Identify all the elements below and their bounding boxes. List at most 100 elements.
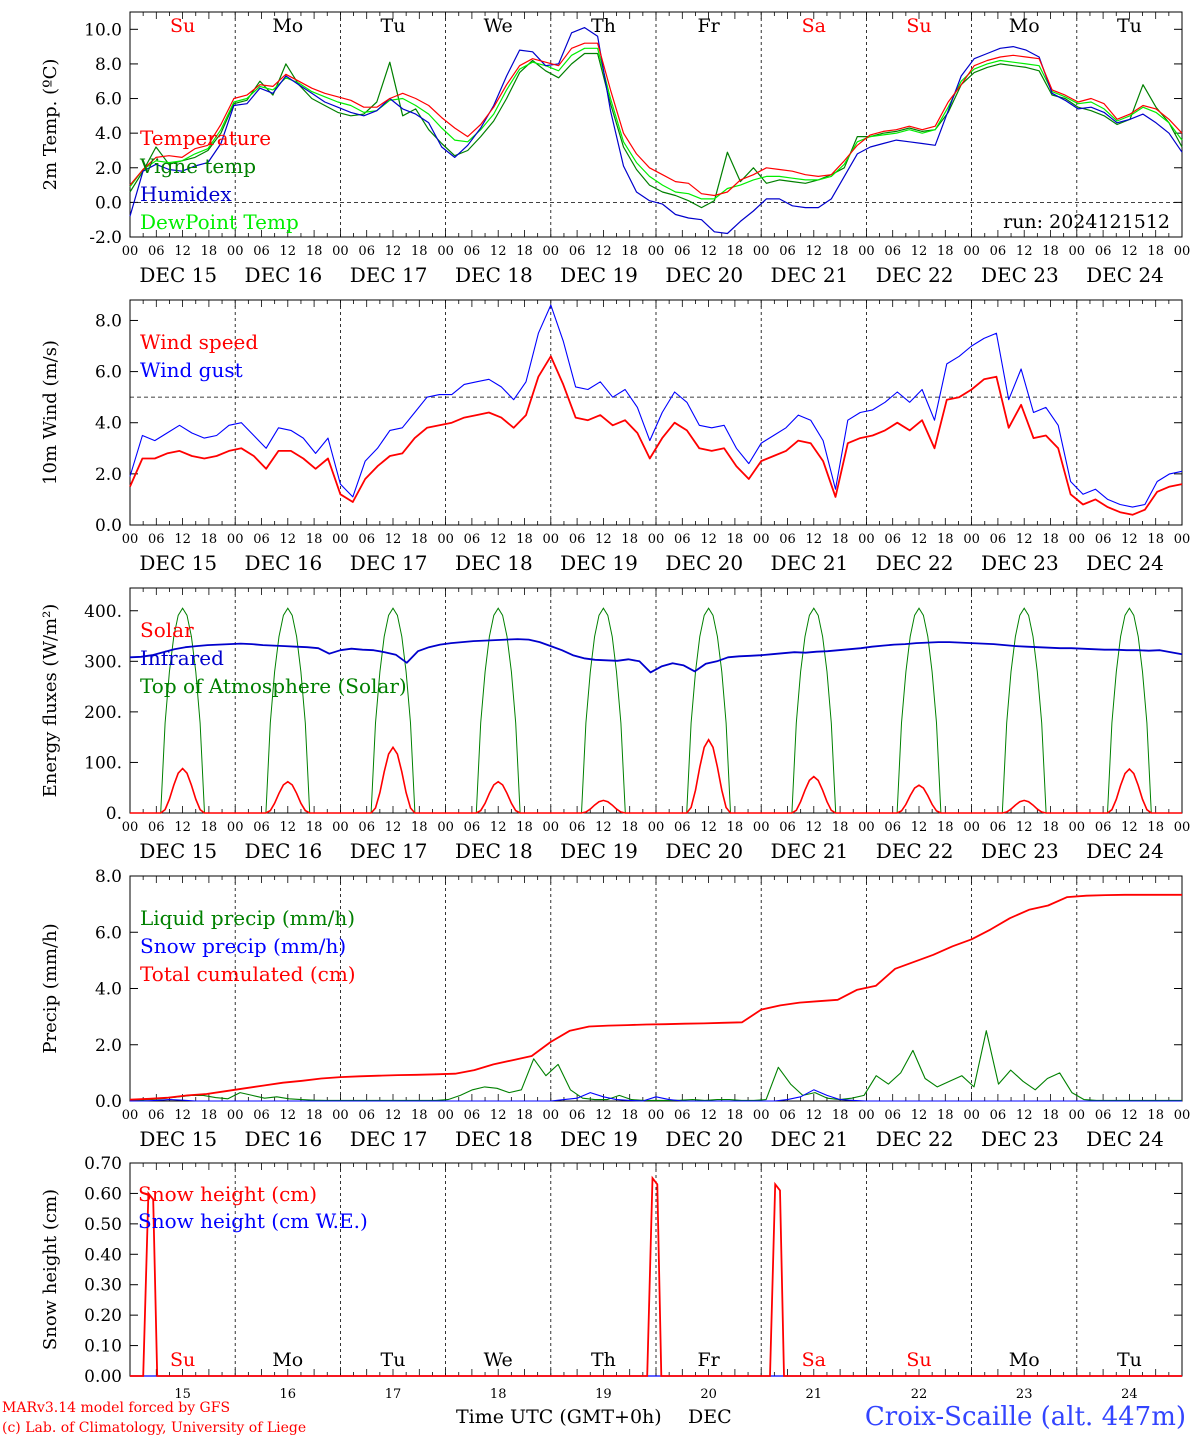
hour-tick-label: 00	[753, 532, 770, 547]
hour-tick-label: 06	[990, 1108, 1007, 1123]
day-number-label: 22	[911, 1387, 928, 1402]
weekday-label: Su	[170, 1349, 195, 1371]
plot-frame	[129, 587, 1183, 814]
y-tick-label: 0.	[106, 804, 122, 824]
date-label: DEC 17	[350, 263, 428, 287]
y-tick-label: 0.50	[84, 1215, 122, 1235]
date-label: DEC 16	[245, 263, 323, 287]
hour-tick-label: 12	[1121, 1108, 1138, 1123]
date-label: DEC 16	[245, 551, 323, 575]
hour-tick-label: 12	[911, 244, 928, 259]
hour-tick-label: 00	[963, 820, 980, 835]
hour-tick-label: 06	[990, 532, 1007, 547]
hour-tick-label: 12	[385, 532, 402, 547]
hour-tick-label: 06	[253, 532, 270, 547]
hour-tick-label: 18	[201, 820, 218, 835]
y-tick-label: 2.0	[95, 159, 122, 179]
y-tick-label: 0.70	[84, 1154, 122, 1174]
day-number-label: 18	[490, 1387, 507, 1402]
lab-credit: (c) Lab. of Climatology, University of L…	[2, 1420, 307, 1436]
series-line	[130, 738, 1182, 814]
date-label: DEC 19	[560, 263, 638, 287]
energy-flux-panel: 0. 100. 200. 300. 400. Energy fluxes (W/m²) So…	[40, 587, 1190, 863]
hour-tick-label: 12	[806, 820, 823, 835]
y-tick-label: 0.10	[84, 1337, 122, 1357]
hour-tick-label: 00	[437, 1108, 454, 1123]
hour-tick-label: 12	[174, 244, 191, 259]
hour-tick-label: 06	[779, 820, 796, 835]
weekday-label: Tu	[1117, 1349, 1142, 1371]
hour-tick-label: 12	[806, 1108, 823, 1123]
y-tick-label: 4.0	[95, 980, 122, 1000]
date-label: DEC 23	[981, 551, 1059, 575]
hour-tick-label: 12	[1016, 820, 1033, 835]
y-axis-label: Snow height (cm)	[40, 1189, 61, 1350]
hour-tick-label: 18	[516, 532, 533, 547]
hour-tick-label: 18	[621, 532, 638, 547]
hour-tick-label: 18	[832, 820, 849, 835]
weekday-label: Su	[170, 15, 195, 37]
hour-tick-label: 12	[490, 244, 507, 259]
hour-tick-label: 00	[332, 820, 349, 835]
hour-tick-label: 00	[858, 1108, 875, 1123]
weekday-label: Sa	[802, 15, 826, 37]
legend-entry: DewPoint Temp	[140, 210, 299, 234]
date-label: DEC 17	[350, 839, 428, 863]
y-tick-label: 8.0	[95, 867, 122, 887]
series-line	[130, 1175, 1182, 1377]
hour-tick-label: 18	[832, 1108, 849, 1123]
series-line	[129, 893, 1182, 1101]
hour-tick-label: 06	[674, 1108, 691, 1123]
y-tick-label: 0.30	[84, 1276, 122, 1296]
hour-tick-label: 12	[595, 244, 612, 259]
series-line	[129, 304, 1183, 508]
hour-tick-label: 06	[464, 532, 481, 547]
hour-tick-label: 12	[490, 820, 507, 835]
legend-entry: Temperature	[140, 126, 271, 150]
date-label: DEC 20	[665, 551, 743, 575]
hour-tick-label: 06	[884, 532, 901, 547]
date-label: DEC 18	[455, 263, 533, 287]
precip-panel: 0.0 2.0 4.0 6.0 8.0 Precip (mm/h) Liquid preci…	[40, 867, 1190, 1151]
hour-tick-label: 18	[937, 244, 954, 259]
hour-tick-label: 06	[148, 532, 165, 547]
y-tick-label: 2.0	[95, 465, 122, 485]
hour-tick-label: 18	[621, 820, 638, 835]
hour-tick-label: 18	[1042, 820, 1059, 835]
hour-tick-label: 06	[779, 532, 796, 547]
hour-tick-label: 18	[727, 244, 744, 259]
hour-tick-label: 00	[858, 820, 875, 835]
legend-entry: Total cumulated (cm)	[140, 962, 356, 986]
hour-tick-label: 00	[1069, 532, 1086, 547]
hour-tick-label: 00	[1069, 244, 1086, 259]
hour-tick-label: 18	[832, 532, 849, 547]
hour-tick-label: 06	[884, 244, 901, 259]
y-tick-label: 2.0	[95, 1036, 122, 1056]
day-number-label: 15	[174, 1387, 191, 1402]
hour-tick-label: 00	[227, 532, 244, 547]
date-label: DEC 19	[560, 1127, 638, 1151]
weekday-label: Mo	[272, 15, 303, 37]
hour-tick-label: 12	[1121, 244, 1138, 259]
hour-tick-label: 12	[280, 820, 297, 835]
date-label: DEC 16	[245, 1127, 323, 1151]
date-label: DEC 22	[876, 263, 954, 287]
hour-tick-label: 18	[727, 1108, 744, 1123]
date-label: DEC 20	[665, 263, 743, 287]
hour-tick-label: 18	[516, 820, 533, 835]
hour-tick-label: 18	[411, 532, 428, 547]
weekday-label: Mo	[272, 1349, 303, 1371]
hour-tick-label: 06	[1095, 1108, 1112, 1123]
day-number-label: 16	[280, 1387, 297, 1402]
hour-tick-label: 06	[148, 820, 165, 835]
weekday-label: Sa	[802, 1349, 826, 1371]
snow-panel: 0.00 0.10 0.20 0.30 0.40 0.50 0.60 0.70 Snow hei…	[40, 1154, 1183, 1402]
hour-tick-label: 18	[306, 532, 323, 547]
date-label: DEC 18	[455, 1127, 533, 1151]
hour-tick-label: 00	[1174, 1108, 1191, 1123]
hour-tick-label: 06	[779, 244, 796, 259]
y-tick-label: 300.	[84, 652, 122, 672]
hour-tick-label: 12	[700, 1108, 717, 1123]
hour-tick-label: 00	[963, 244, 980, 259]
date-label: DEC 21	[771, 1127, 849, 1151]
